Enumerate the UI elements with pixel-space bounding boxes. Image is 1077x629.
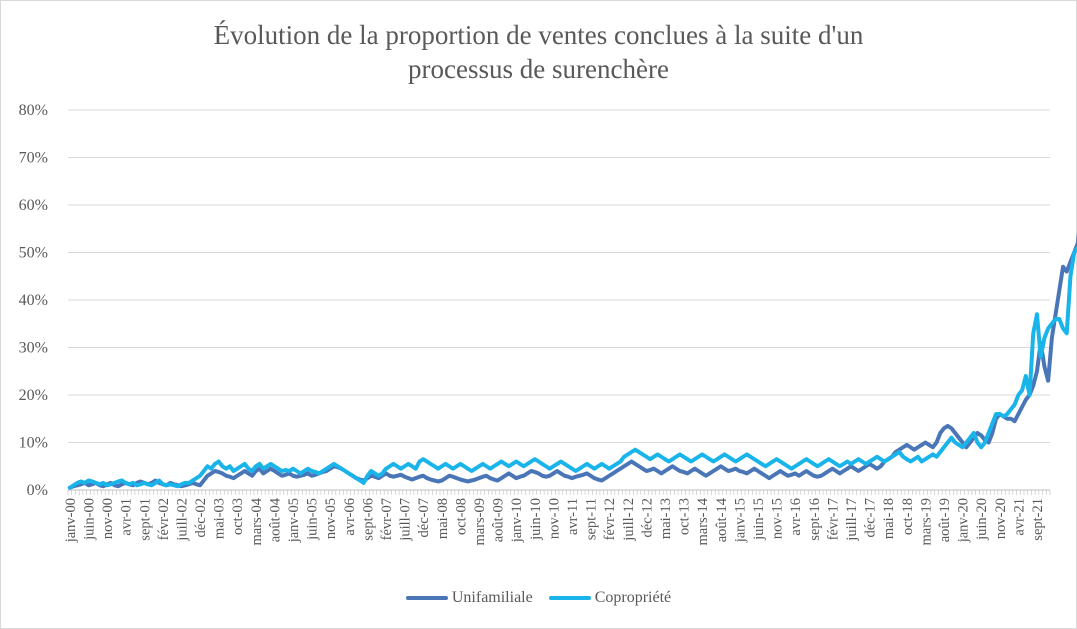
x-tick-label: nov-20 [993,498,1009,539]
x-tick-label: juill-17 [844,498,860,542]
y-tick-label: 50% [19,245,48,262]
x-tick-label: juin-05 [305,498,321,541]
x-tick-label: avr-06 [342,498,358,536]
x-tick-label: avr-16 [788,498,804,536]
x-tick-label: juill-07 [398,498,414,542]
gridlines [68,109,1050,443]
x-tick-label: févr-12 [602,498,618,540]
x-tick-label: mars-04 [249,497,265,545]
series-lines [67,231,1077,490]
series-line-unifamiliale [67,231,1077,490]
x-tick-label: nov-05 [323,498,339,539]
x-tick-label: janv-20 [956,498,972,543]
legend-swatch-unifamiliale [405,596,448,600]
x-tick-label: janv-05 [286,498,302,543]
y-tick-label: 10% [19,435,48,452]
x-tick-label: août-19 [937,498,953,542]
x-tick-label: juin-15 [751,498,767,541]
x-tick-label: déc-12 [639,498,655,537]
x-axis [67,489,1051,495]
x-tick-label: sept-21 [1030,498,1046,541]
x-tick-label: sept-06 [360,498,376,541]
legend-label-unifamiliale: Unifamiliale [451,589,533,606]
x-tick-label: oct-03 [230,498,246,535]
x-tick-label: avr-01 [119,498,135,536]
x-tick-label: oct-13 [677,498,693,535]
y-tick-label: 80% [19,102,48,119]
x-axis-tick-labels: janv-00 juin-00 nov-00 avr-01 sept-01 févr-02… [63,497,1046,545]
x-tick-label: nov-15 [770,498,786,539]
x-tick-label: avr-21 [1011,498,1027,536]
x-tick-label: oct-08 [453,498,469,535]
x-tick-label: juill-12 [621,498,637,542]
y-axis-tick-labels: 0% 10% 20% 30% 40% 50% 60% 70% 80% [19,102,48,499]
legend: Unifamiliale Copropriété [0,589,1077,607]
x-tick-label: oct-18 [900,498,916,535]
y-tick-label: 0% [27,482,48,499]
legend-label-copropriete: Copropriété [594,589,672,606]
x-tick-label: mai-08 [435,498,451,539]
x-tick-label: déc-02 [193,498,209,537]
legend-swatch-copropriete [548,596,591,600]
x-tick-label: août-09 [491,498,507,542]
series-line-copropriete [67,245,1077,490]
y-tick-label: 60% [19,197,48,214]
x-tick-label: mars-14 [695,497,711,545]
x-tick-label: juin-10 [528,498,544,541]
x-tick-label: juin-00 [81,498,97,541]
x-tick-label: déc-07 [416,498,432,537]
x-tick-label: sept-01 [137,498,153,541]
x-tick-label: févr-02 [156,498,172,540]
x-tick-label: juill-02 [174,498,190,542]
x-tick-label: févr-07 [379,498,395,540]
chart-title-line-1: Évolution de la proportion de ventes con… [213,20,864,50]
x-tick-label: févr-17 [825,498,841,540]
chart-title-line-2: processus de surenchère [408,54,669,84]
x-tick-label: mars-19 [918,498,934,546]
x-tick-label: déc-17 [863,498,879,537]
x-tick-label: avr-11 [565,498,581,535]
y-tick-label: 20% [19,387,48,404]
x-tick-label: mai-03 [212,498,228,539]
y-tick-label: 30% [19,340,48,357]
x-tick-label: août-14 [714,497,730,542]
x-tick-label: août-04 [267,497,283,542]
x-tick-label: nov-10 [546,498,562,539]
x-tick-label: juin-20 [974,498,990,541]
x-tick-label: sept-16 [807,498,823,541]
x-tick-label: mars-09 [472,498,488,546]
x-tick-label: janv-10 [509,498,525,543]
x-tick-label: janv-15 [732,498,748,543]
x-tick-label: nov-00 [100,498,116,539]
legend-item-copropriete: Copropriété [548,589,672,607]
x-tick-label: mai-13 [658,498,674,539]
y-tick-label: 70% [19,150,48,167]
x-tick-label: sept-11 [584,498,600,540]
x-tick-label: janv-00 [63,498,79,543]
y-tick-label: 40% [19,292,48,309]
x-tick-label: mai-18 [881,498,897,539]
legend-item-unifamiliale: Unifamiliale [405,589,533,607]
